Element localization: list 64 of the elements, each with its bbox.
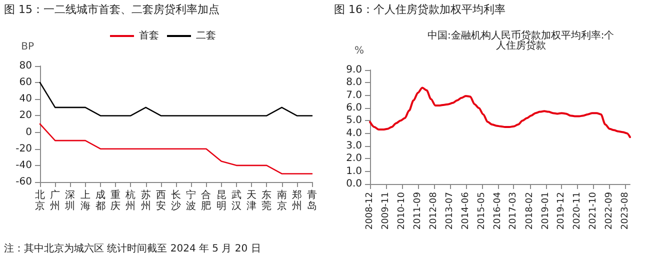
x-tick-label: 苏州	[140, 189, 151, 212]
chart-title: 图 16：个人住房贷款加权平均利率	[334, 3, 506, 16]
x-tick-label: 2023-08	[620, 192, 631, 230]
x-tick-label: 西安	[156, 190, 166, 212]
y-axis-title: BP	[21, 42, 34, 52]
y-tick-label: -40	[16, 160, 32, 171]
y-tick-label: 3.0	[346, 140, 362, 152]
x-tick-label: 2022-09	[604, 192, 615, 230]
x-tick-label: 东莞	[262, 189, 272, 212]
x-tick-label: 广州	[50, 189, 60, 212]
legend-label: 首套	[139, 30, 159, 42]
x-tick-label: 2012-08	[428, 192, 439, 230]
y-tick-label: -60	[16, 176, 32, 188]
y-tick-label: 9.0	[346, 64, 362, 76]
x-tick-label: 2018-02	[524, 192, 535, 230]
x-tick-label: 2008-12	[365, 192, 375, 230]
x-tick-label: 2014-06	[460, 192, 471, 230]
x-tick-label: 2016-04	[492, 192, 503, 230]
y-tick-label: 0	[26, 126, 32, 138]
x-tick-label: 宁波	[186, 189, 196, 212]
x-tick-label: 2019-12	[556, 192, 567, 230]
x-tick-label: 2011-09	[412, 192, 423, 230]
x-tick-label: 杭州	[124, 189, 136, 212]
chart-subtitle: 中国:金融机构人民币贷款加权平均利率:个人住房贷款	[427, 30, 614, 52]
x-tick-label: 昆明	[216, 190, 226, 212]
y-tick-label: 40	[19, 94, 32, 105]
x-tick-label: 2019-01	[540, 192, 551, 230]
x-tick-label: 北京	[35, 189, 45, 212]
y-tick-label: 8.0	[346, 77, 362, 88]
y-tick-label: 80	[19, 60, 32, 72]
y-tick-label: 6.0	[346, 102, 362, 114]
x-tick-label: 天津	[246, 190, 257, 212]
x-tick-label: 2010-10	[396, 192, 407, 230]
line-series	[369, 86, 631, 138]
x-tick-label: 成都	[95, 189, 106, 212]
x-tick-label: 合肥	[201, 189, 212, 212]
x-tick-label: 南京	[276, 189, 287, 212]
x-tick-label: 青岛	[307, 189, 317, 212]
x-tick-label: 2017-03	[508, 192, 519, 230]
x-tick-label: 2013-07	[444, 192, 455, 230]
y-tick-label: 7.0	[346, 90, 362, 101]
y-tick-label: 1.0	[346, 166, 362, 177]
x-tick-label: 武汉	[231, 189, 242, 212]
y-tick-label: 2.0	[346, 153, 362, 164]
legend-label: 二套	[196, 30, 216, 42]
y-tick-label: 5.0	[346, 115, 362, 126]
x-tick-label: 2009-11	[380, 192, 391, 230]
x-tick-label: 2020-11	[572, 192, 583, 230]
x-tick-label: 2021-10	[588, 192, 599, 230]
y-tick-label: -20	[16, 143, 32, 154]
x-tick-label: 上海	[80, 189, 90, 212]
text: 注：其中北京为城六区 统计时间截至 2024 年 5 月 20 日	[4, 242, 261, 254]
x-tick-label: 深圳	[64, 189, 76, 212]
y-tick-label: 20	[19, 110, 32, 122]
x-tick-label: 长沙	[171, 189, 181, 212]
chart-title: 图 15：一二线城市首套、二套房贷利率加点	[4, 3, 220, 16]
y-tick-label: 0.0	[346, 178, 362, 190]
y-tick-label: 4.0	[346, 128, 362, 139]
line-series	[39, 123, 313, 174]
x-tick-label: 郑州	[292, 189, 302, 212]
x-tick-label: 重庆	[110, 189, 121, 212]
y-axis-title: %	[354, 46, 364, 56]
x-tick-label: 2015-05	[476, 192, 487, 230]
y-tick-label: 60	[19, 77, 32, 88]
